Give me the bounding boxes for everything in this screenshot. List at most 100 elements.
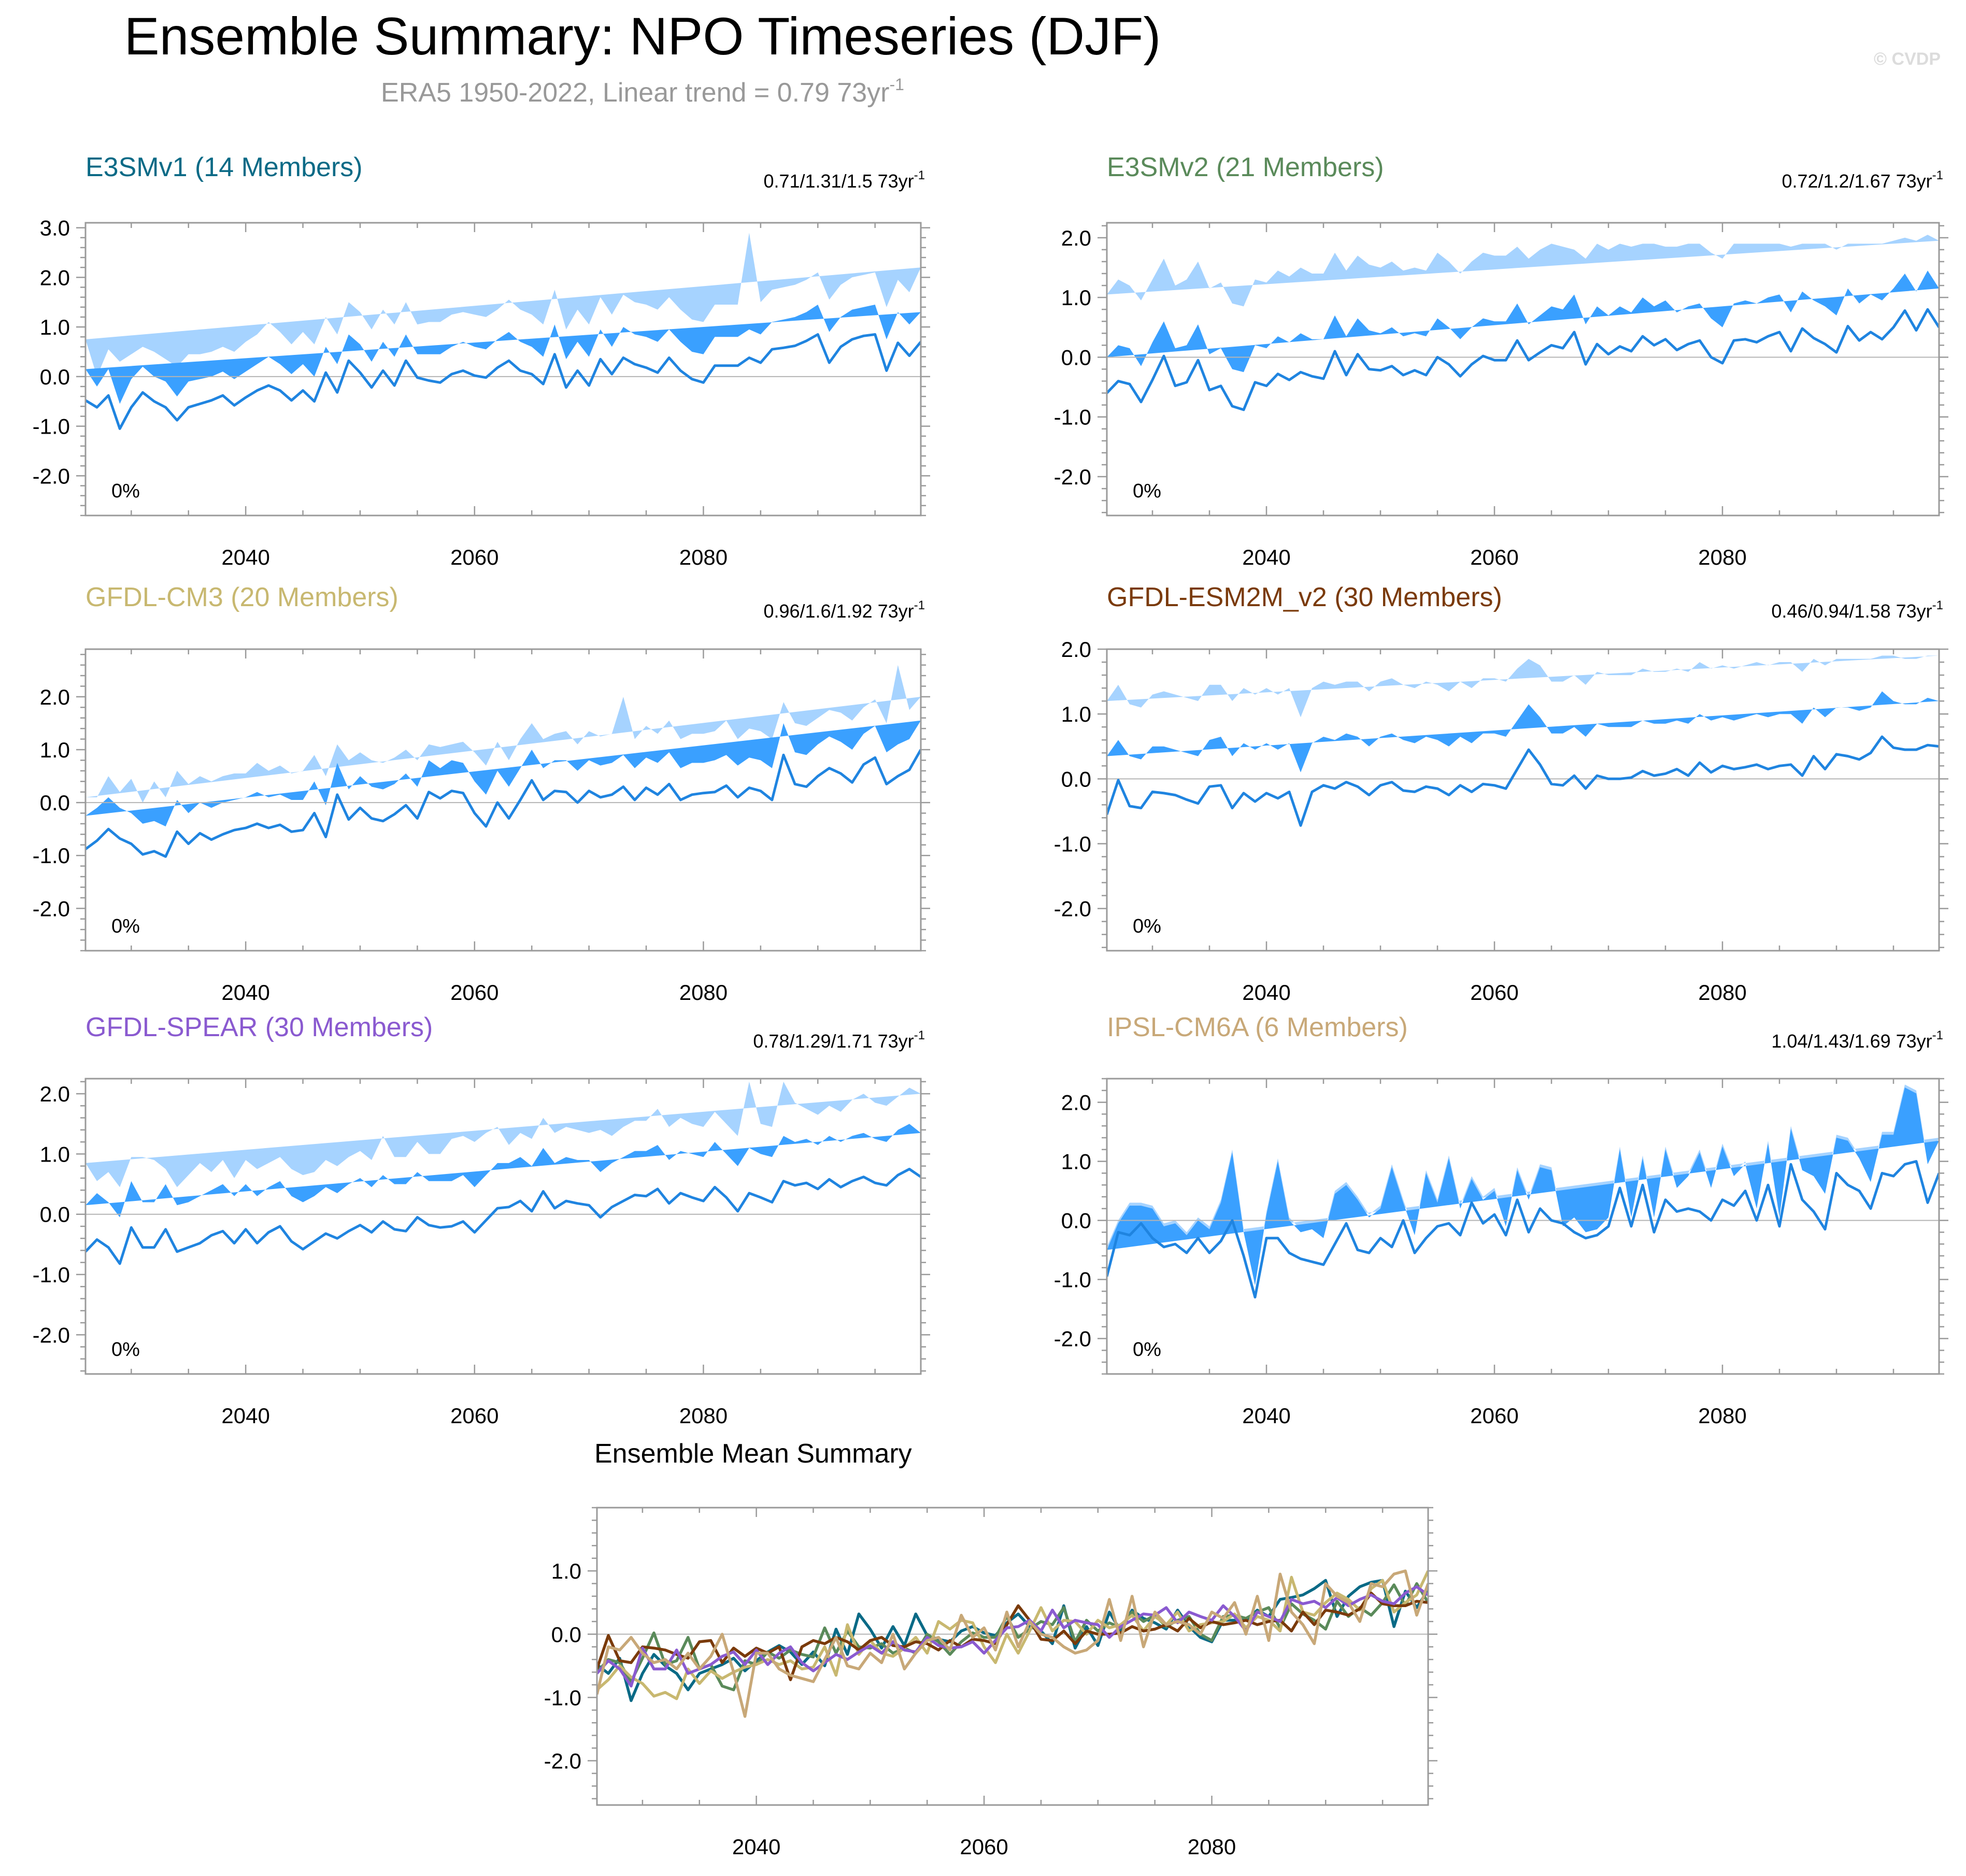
- percent-label: 0%: [1133, 915, 1161, 937]
- panel-title: E3SMv2 (21 Members): [1107, 152, 1384, 182]
- trend-values: 0.71/1.31/1.5 73yr: [763, 170, 914, 192]
- ensemble-mean-line: [1107, 1160, 1939, 1299]
- y-tick-label: 2.0: [40, 685, 70, 709]
- plot-frame: [84, 1078, 922, 1375]
- y-tick-label: 0.0: [40, 365, 70, 389]
- x-tick-label: 2080: [1698, 1404, 1746, 1428]
- plot-frame: [596, 1507, 1429, 1806]
- panel-title: Ensemble Mean Summary: [594, 1439, 912, 1469]
- y-tick-label: -1.0: [33, 1263, 70, 1287]
- y-tick-label: -2.0: [33, 896, 70, 921]
- percent-label: 0%: [111, 915, 140, 937]
- watermark: © CVDP: [1874, 49, 1941, 69]
- ensemble-mean-line: [86, 333, 921, 430]
- y-tick-label: 0.0: [40, 791, 70, 815]
- y-tick-label: 2.0: [1061, 637, 1091, 662]
- series-line-gfdl-cm3: [597, 1570, 1428, 1700]
- subtitle-text: ERA5 1950-2022, Linear trend = 0.79 73yr: [381, 78, 889, 108]
- plot-area: [86, 1081, 921, 1265]
- trend-values: 0.78/1.29/1.71 73yr: [753, 1030, 914, 1052]
- trend-label: 0.46/0.94/1.58 73yr-1: [1771, 598, 1943, 622]
- trend-superscript: -1: [914, 1028, 925, 1042]
- percent-label: 0%: [111, 480, 140, 502]
- x-tick-label: 2040: [1242, 545, 1290, 569]
- y-tick-label: -2.0: [544, 1749, 581, 1773]
- trend-label: 0.71/1.31/1.5 73yr-1: [763, 168, 925, 192]
- ensemble-mean-line: [1107, 308, 1939, 411]
- y-tick-label: 2.0: [1061, 1091, 1091, 1115]
- outer-range-band: [86, 1081, 921, 1187]
- panels: -2.0 -1.0 0.0 1.0 2.0 3.0 2040 2060 2080 E3SMv1 (…: [33, 152, 1948, 1859]
- series-line-e3smv1: [597, 1579, 1428, 1702]
- x-tick-label: 2060: [960, 1835, 1008, 1859]
- x-tick-label: 2080: [679, 1404, 728, 1428]
- series-line-gfdl-esm2m_v2: [597, 1592, 1428, 1681]
- y-tick-label: 1.0: [1061, 285, 1091, 310]
- panel-gfdl-esm2m_v2: -2.0 -1.0 0.0 1.0 2.0 2040 2060 2080 GFDL-ESM2M_…: [1054, 582, 1948, 1005]
- percent-label: 0%: [1133, 1339, 1161, 1361]
- plot-frame: [1106, 648, 1940, 952]
- y-tick-label: 0.0: [40, 1202, 70, 1227]
- plot-frame: [1106, 1078, 1940, 1375]
- y-tick-label: 0.0: [1061, 345, 1091, 369]
- plot-area: [86, 665, 921, 858]
- x-tick-label: 2060: [1470, 1404, 1518, 1428]
- inner-range-band: [1107, 270, 1939, 373]
- y-tick-label: 2.0: [40, 265, 70, 290]
- x-tick-label: 2060: [450, 545, 498, 569]
- x-tick-label: 2060: [1470, 545, 1518, 569]
- inner-range-band: [1107, 1087, 1939, 1285]
- inner-range-band: [86, 720, 921, 827]
- trend-superscript: -1: [1932, 1028, 1943, 1042]
- panel-title: E3SMv1 (14 Members): [86, 152, 363, 182]
- outer-range-band: [86, 665, 921, 803]
- figure-subtitle: ERA5 1950-2022, Linear trend = 0.79 73yr…: [381, 75, 904, 108]
- ensemble-mean-line: [86, 749, 921, 858]
- y-tick-label: 1.0: [40, 738, 70, 762]
- plot-area: [1107, 235, 1939, 411]
- x-tick-label: 2040: [221, 1404, 269, 1428]
- x-tick-label: 2040: [732, 1835, 780, 1859]
- x-tick-label: 2080: [1698, 545, 1746, 569]
- y-tick-label: -1.0: [33, 843, 70, 868]
- y-tick-label: -1.0: [1054, 1268, 1091, 1292]
- y-tick-label: 3.0: [40, 216, 70, 240]
- percent-label: 0%: [111, 1339, 140, 1361]
- panel-title: GFDL-SPEAR (30 Members): [86, 1012, 433, 1042]
- y-tick-label: -1.0: [544, 1685, 581, 1710]
- inner-range-band: [86, 1124, 921, 1218]
- y-tick-label: -1.0: [1054, 832, 1091, 856]
- x-tick-label: 2060: [450, 980, 498, 1005]
- panel-title: IPSL-CM6A (6 Members): [1107, 1012, 1408, 1042]
- panel-ipsl-cm6a: -2.0 -1.0 0.0 1.0 2.0 2040 2060 2080 IPSL-CM6A (…: [1054, 1012, 1948, 1428]
- x-tick-label: 2040: [1242, 1404, 1290, 1428]
- y-tick-label: 0.0: [1061, 1209, 1091, 1233]
- panel-gfdl-spear: -2.0 -1.0 0.0 1.0 2.0 2040 2060 2080 GFDL-SPEAR …: [33, 1012, 930, 1428]
- ensemble-mean-line: [86, 1168, 921, 1265]
- trend-values: 0.72/1.2/1.67 73yr: [1782, 170, 1932, 192]
- subtitle-superscript: -1: [890, 75, 904, 94]
- y-tick-label: 2.0: [1061, 226, 1091, 250]
- y-tick-label: -2.0: [33, 464, 70, 488]
- x-tick-label: 2080: [679, 545, 728, 569]
- figure-title: Ensemble Summary: NPO Timeseries (DJF): [124, 7, 1161, 66]
- trend-superscript: -1: [1932, 168, 1943, 182]
- x-tick-label: 2040: [221, 545, 269, 569]
- panel-e3smv1: -2.0 -1.0 0.0 1.0 2.0 3.0 2040 2060 2080 E3SMv1 (…: [33, 152, 930, 569]
- outer-range-band: [1107, 1084, 1939, 1283]
- x-tick-label: 2040: [221, 980, 269, 1005]
- trend-superscript: -1: [1932, 598, 1943, 612]
- series-line-ipsl-cm6a: [597, 1569, 1428, 1718]
- trend-label: 0.96/1.6/1.92 73yr-1: [763, 598, 925, 622]
- y-tick-label: -2.0: [1054, 1327, 1091, 1351]
- trend-values: 0.46/0.94/1.58 73yr: [1771, 600, 1932, 622]
- y-tick-label: 1.0: [1061, 1150, 1091, 1174]
- x-tick-label: 2080: [1188, 1835, 1236, 1859]
- y-tick-label: 0.0: [551, 1622, 581, 1646]
- outer-range-band: [1107, 235, 1939, 307]
- plot-area: [597, 1569, 1428, 1718]
- y-tick-label: 0.0: [1061, 767, 1091, 791]
- y-tick-label: 1.0: [40, 315, 70, 339]
- plot-frame: [84, 648, 922, 952]
- y-tick-label: 1.0: [40, 1142, 70, 1166]
